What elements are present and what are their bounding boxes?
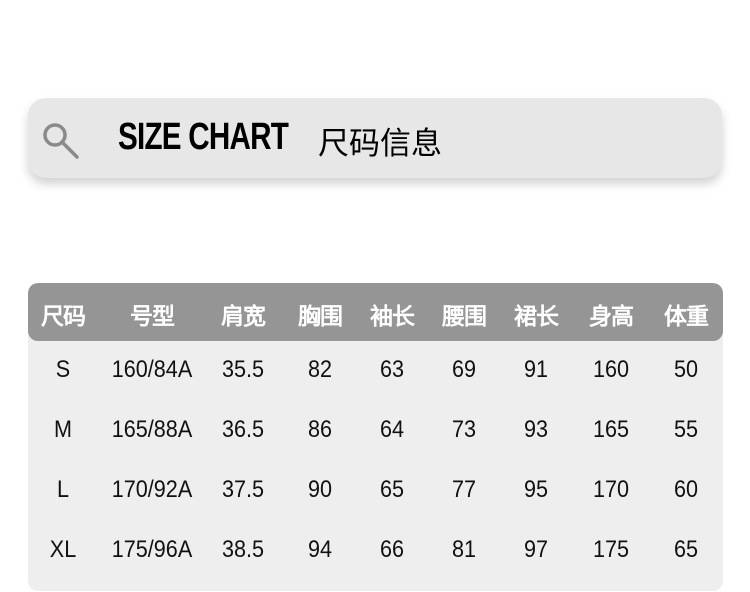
title-english: SIZE CHART [118, 116, 289, 158]
column-header: 号型 [130, 304, 175, 330]
table-cell: 86 [307, 416, 333, 443]
table-header [28, 283, 723, 341]
table-cell: 82 [307, 356, 333, 383]
title-bar [28, 98, 722, 178]
column-header: 尺码 [41, 304, 86, 330]
table-cell: 91 [523, 356, 549, 383]
table-cell: 55 [673, 416, 699, 443]
table-cell: XL [49, 536, 77, 563]
table-cell: 175/96A [111, 536, 193, 563]
table-cell: 35.5 [221, 356, 265, 383]
table-row: XL 175/96A 38.5 94 66 81 97 175 65 [28, 521, 723, 581]
table-cell: 65 [673, 536, 699, 563]
table-cell: 81 [451, 536, 477, 563]
table-cell: 64 [379, 416, 405, 443]
table-cell: 94 [307, 536, 333, 563]
table-cell: S [55, 356, 71, 383]
table-cell: 175 [592, 536, 630, 563]
table-cell: L [56, 476, 70, 503]
table-row: L 170/92A 37.5 90 65 77 95 170 60 [28, 461, 723, 521]
table-cell: 50 [673, 356, 699, 383]
table-cell: 95 [523, 476, 549, 503]
column-header: 裙长 [514, 304, 559, 330]
table-row: S 160/84A 35.5 82 63 69 91 160 50 [28, 341, 723, 401]
size-table: 尺码 号型 肩宽 胸围 袖长 腰围 裙长 身高 体重 S 160/84A 35.5 82 63 69 91 16… [28, 283, 723, 591]
table-cell: 170 [592, 476, 630, 503]
table-cell: 93 [523, 416, 549, 443]
column-header: 腰围 [442, 304, 487, 330]
table-cell: 69 [451, 356, 477, 383]
table-cell: 77 [451, 476, 477, 503]
table-cell: 73 [451, 416, 477, 443]
table-row: M 165/88A 36.5 86 64 73 93 165 55 [28, 401, 723, 461]
title-chinese: 尺码信息 [318, 126, 442, 162]
table-cell: 160/84A [111, 356, 193, 383]
column-header: 身高 [589, 304, 634, 330]
table-cell: 160 [592, 356, 630, 383]
column-header: 胸围 [298, 304, 343, 330]
table-cell: 65 [379, 476, 405, 503]
table-cell: 63 [379, 356, 405, 383]
column-header: 体重 [664, 304, 709, 330]
table-cell: 170/92A [111, 476, 193, 503]
table-cell: 90 [307, 476, 333, 503]
column-header: 肩宽 [221, 304, 266, 330]
table-cell: 60 [673, 476, 699, 503]
table-cell: 38.5 [221, 536, 265, 563]
table-cell: 37.5 [221, 476, 265, 503]
column-header: 袖长 [370, 304, 415, 330]
table-cell: 165 [592, 416, 630, 443]
table-cell: 66 [379, 536, 405, 563]
table-cell: 36.5 [221, 416, 265, 443]
table-cell: 97 [523, 536, 549, 563]
search-icon [43, 123, 79, 159]
table-cell: 165/88A [111, 416, 193, 443]
table-cell: M [54, 416, 72, 443]
